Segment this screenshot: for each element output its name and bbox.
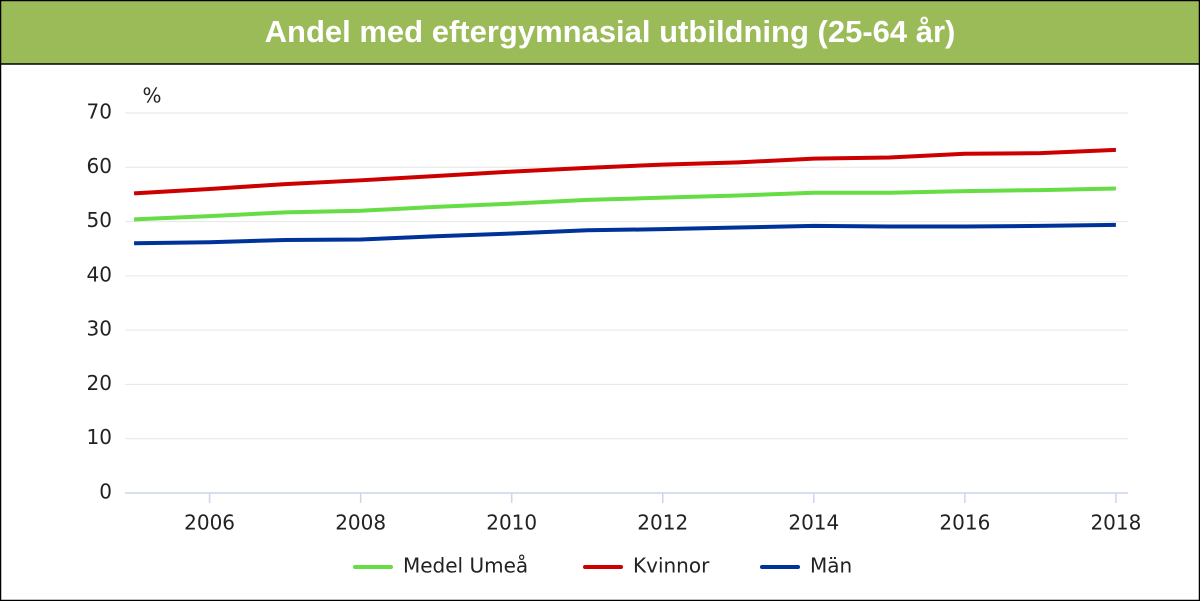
y-tick-label: 10 <box>87 425 112 449</box>
y-tick-label: 50 <box>87 208 112 232</box>
y-tick-label: 20 <box>87 371 112 395</box>
legend-label: Kvinnor <box>633 554 710 578</box>
y-tick-label: 30 <box>87 317 112 341</box>
y-tick-label: 0 <box>99 480 112 504</box>
x-tick-label: 2018 <box>1090 511 1141 535</box>
y-axis-label: % <box>142 84 161 108</box>
y-tick-label: 60 <box>87 154 112 178</box>
y-tick-label: 70 <box>87 100 112 124</box>
y-tick-label: 40 <box>87 262 112 286</box>
legend-label: Medel Umeå <box>403 554 528 578</box>
legend-label: Män <box>810 554 852 578</box>
x-tick-label: 2014 <box>788 511 839 535</box>
line-series <box>133 186 1116 222</box>
line-series <box>134 222 1116 246</box>
x-tick-label: 2016 <box>939 511 990 535</box>
chart-title: Andel med eftergymnasial utbildning (25-… <box>265 14 956 49</box>
line-series <box>133 147 1117 196</box>
header-bar <box>0 0 1200 64</box>
x-tick-label: 2006 <box>184 511 235 535</box>
x-tick-label: 2010 <box>486 511 537 535</box>
x-tick-label: 2008 <box>335 511 386 535</box>
x-tick-label: 2012 <box>637 511 688 535</box>
